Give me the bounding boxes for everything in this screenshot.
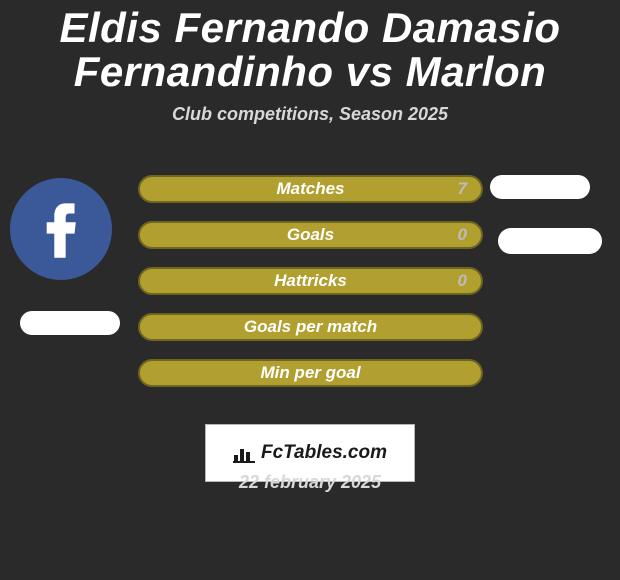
page-subtitle: Club competitions, Season 2025	[0, 104, 620, 125]
date-text: 22 february 2025	[0, 472, 620, 493]
player-left-pill	[20, 311, 120, 335]
player-right-pill-2	[498, 228, 602, 254]
stats-block: Matches 7 Goals 0 Hattricks 0 Goals per match M…	[138, 175, 483, 405]
stat-value: 0	[458, 225, 467, 245]
stat-bar: Min per goal	[138, 359, 483, 387]
stat-label: Goals	[287, 225, 334, 245]
stat-row: Goals per match	[138, 313, 483, 341]
page-title: Eldis Fernando Damasio Fernandinho vs Ma…	[0, 0, 620, 94]
stat-value: 7	[458, 179, 467, 199]
stat-bar: Hattricks 0	[138, 267, 483, 295]
stat-row: Goals 0	[138, 221, 483, 249]
stat-bar: Goals 0	[138, 221, 483, 249]
facebook-share-button[interactable]	[10, 178, 112, 280]
stat-row: Min per goal	[138, 359, 483, 387]
stat-row: Hattricks 0	[138, 267, 483, 295]
facebook-icon	[29, 197, 92, 260]
player-right-pill-1	[490, 175, 590, 199]
stat-label: Matches	[276, 179, 344, 199]
stat-row: Matches 7	[138, 175, 483, 203]
logo-text: FcTables.com	[261, 442, 387, 464]
stat-bar: Goals per match	[138, 313, 483, 341]
infographic-root: Eldis Fernando Damasio Fernandinho vs Ma…	[0, 0, 620, 580]
stat-label: Min per goal	[260, 363, 360, 383]
stat-label: Hattricks	[274, 271, 347, 291]
stat-bar: Matches 7	[138, 175, 483, 203]
stat-label: Goals per match	[244, 317, 377, 337]
bar-chart-icon	[233, 443, 255, 463]
stat-value: 0	[458, 271, 467, 291]
